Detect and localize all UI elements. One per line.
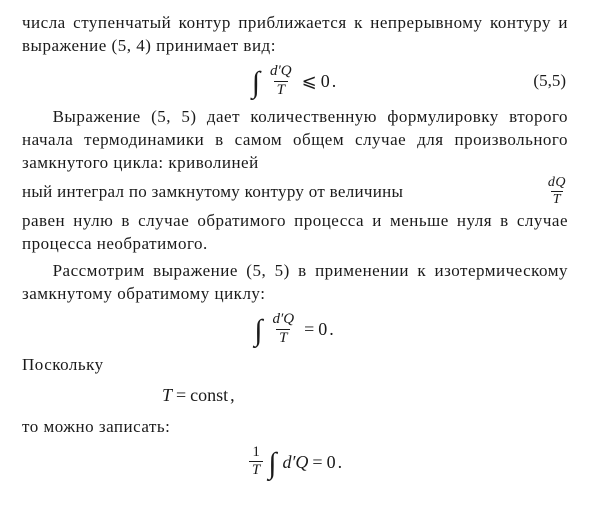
eq3-rhs: const: [190, 383, 228, 407]
equation-3: T = const ,: [22, 383, 568, 407]
equation-tail: .: [329, 317, 334, 341]
equation-5-5: ∫ d′Q T ⩽ 0 . (5,5): [22, 64, 568, 99]
rhs: 0: [321, 69, 330, 93]
paragraph-2: Выражение (5, 5) дает количественную фор…: [22, 106, 568, 175]
inline-fraction-dq-t: dQ T: [546, 176, 568, 207]
fraction-den: T: [274, 81, 288, 99]
fraction-dq-t: d′Q T: [267, 64, 295, 99]
relation-op: =: [312, 450, 322, 474]
inline-frac-den: T: [551, 191, 563, 207]
paragraph-2a: Выражение (5, 5) дает количественную фор…: [22, 107, 568, 172]
relation-op: =: [176, 383, 186, 407]
rhs: 0: [327, 450, 336, 474]
paragraph-2b-line: ный интеграл по замкнутому контуру от ве…: [22, 177, 568, 208]
fraction-1-t: 1 T: [249, 445, 263, 480]
fraction-num: d′Q: [269, 312, 297, 329]
inline-frac-num: dQ: [546, 176, 568, 191]
eq3-lhs: T: [162, 383, 172, 407]
word-then: то можно записать:: [22, 416, 568, 439]
equation-tail: .: [338, 450, 343, 474]
fraction-num: 1: [249, 445, 263, 462]
fraction-den: T: [249, 461, 263, 479]
equation-tail: ,: [230, 383, 235, 407]
relation-op: ⩽: [302, 69, 317, 93]
equation-4: 1 T ∫ d′Q = 0 .: [22, 445, 568, 480]
paragraph-2c: равен нулю в случае обратимого процесса …: [22, 210, 568, 256]
equation-number: (5,5): [336, 70, 568, 93]
fraction-num: d′Q: [267, 64, 295, 81]
rhs: 0: [318, 317, 327, 341]
paragraph-2b-pre: ный интеграл по замкнутому контуру от ве…: [22, 181, 403, 204]
equation-2: ∫ d′Q T = 0 .: [22, 312, 568, 347]
word-since: Поскольку: [22, 354, 568, 377]
integrand: d′Q: [282, 450, 308, 474]
fraction-den: T: [276, 329, 290, 347]
fraction-dq-t-2: d′Q T: [269, 312, 297, 347]
paragraph-1: числа ступенчатый контур приближается к …: [22, 12, 568, 58]
paragraph-3: Рассмотрим выражение (5, 5) в применении…: [22, 260, 568, 306]
relation-op: =: [304, 317, 314, 341]
